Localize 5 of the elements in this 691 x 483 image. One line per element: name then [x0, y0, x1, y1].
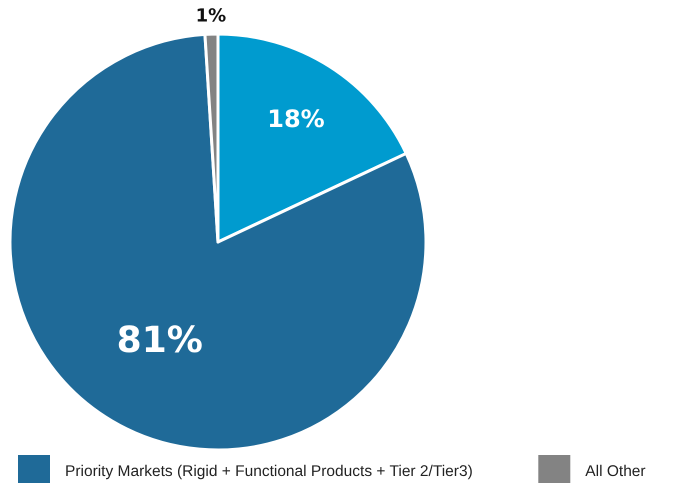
data-label: 81% — [116, 320, 203, 361]
legend-label: All Other — [585, 463, 646, 480]
legend-label: Priority Markets (Rigid + Functional Products + Tier 2/Tier3) — [65, 463, 473, 480]
data-label: 1% — [196, 6, 226, 27]
data-label: 18% — [267, 105, 325, 134]
